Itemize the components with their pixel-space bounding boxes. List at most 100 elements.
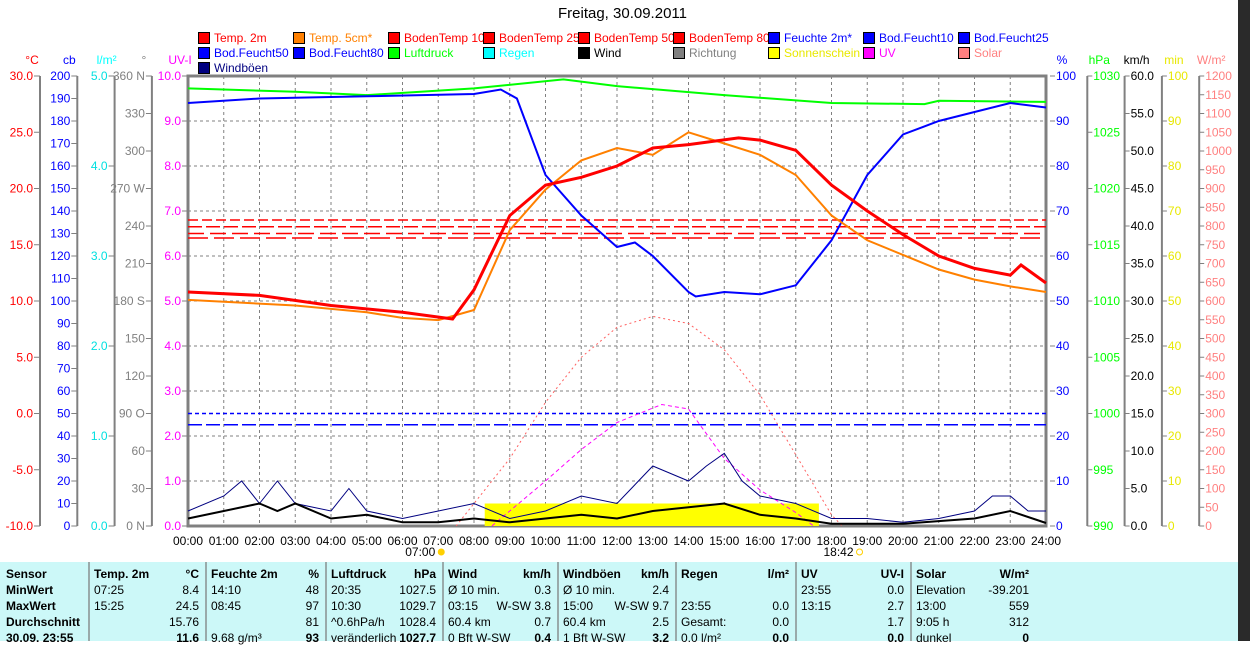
sunshine-bar [717,503,724,526]
table-cell: 0.0 [887,631,904,645]
table-cell: 24.5 [175,599,199,613]
table-header: Solar W/m² [916,567,1029,583]
axis-tick-label: 210 [125,257,145,271]
axis-tick-label: 70 [57,362,71,376]
axis-tick-label: 600 [1205,294,1225,308]
sunshine-bar [699,503,706,526]
sunshine-bar [532,503,539,526]
table-cell: 312 [1008,615,1029,629]
sunshine-bar [687,503,694,526]
table-cell: Luftdruck [331,567,387,581]
axis-tick-label: 1010 [1093,294,1120,308]
table-row: 13:00 559 [916,599,1029,615]
axis-tick-label: 35.0 [1131,257,1155,271]
sunshine-bar [770,503,778,526]
table-column: Temp. 2m °C 07:25 8.4 15:25 24.5 15.76 11.6 [88,562,207,645]
sunshine-bar [740,503,748,526]
axis-tick-label: 1.0 [91,429,108,443]
axis-tick-label: 150 [50,182,70,196]
sunshine-bar [681,503,688,526]
axis-tick-label: 100 [1205,482,1225,496]
axis-tick-label: 50 [1168,294,1182,308]
axis-tick-label: 10.0 [158,69,182,83]
sunshine-bar [615,503,623,526]
legend-item: Bod.Feucht50 [198,46,289,60]
table-row: dunkel 0 [916,631,1029,647]
axis-tick-label: 60 [1168,249,1182,263]
table-row: 60.4 km 0.7 [448,615,551,631]
legend-label: Temp. 5cm* [309,31,373,45]
table-cell: 0 [1022,631,1029,645]
sunshine-bar [484,503,492,526]
axis-unit: W/m² [1197,53,1226,67]
table-row: Gesamt: 0.0 [681,615,789,631]
table-header: Windböen km/h [563,567,669,583]
axis-tick-label: 6.0 [164,249,181,263]
table-cell: MaxWert [6,599,56,613]
table-row: 14:10 48 [211,583,319,599]
axis-tick-label: 360 N [113,69,145,83]
x-tick-label: 09:00 [495,534,525,548]
table-row: 08:45 97 [211,599,319,615]
series-line [187,502,1047,525]
axis-tick-label: 180 S [114,294,145,308]
table-cell: Durchschnitt [6,615,81,629]
x-tick-label: 14:00 [673,534,703,548]
axis-tick-label: 0 [1205,519,1212,533]
legend-item: UV [863,46,896,60]
sunshine-bar [675,503,682,526]
legend-label: BodenTemp 50 [594,31,675,45]
sunshine-bar [705,503,712,526]
legend-label: UV [879,46,896,60]
legend-swatch [863,32,875,44]
axis-tick-label: 8.0 [164,159,181,173]
legend-swatch [578,47,590,59]
axis-unit: ° [141,53,146,67]
table-header: Feuchte 2m% [211,567,319,583]
axis-tick-label: 20 [1056,429,1070,443]
table-row: 15:00 W-SW 9.7 [563,599,669,615]
axis-tick-label: 15.0 [1131,407,1155,421]
table-row: 15:25 24.5 [94,599,199,615]
table-cell: -39.201 [988,583,1029,597]
axis-tick-label: 160 [50,159,70,173]
series-line [187,78,1047,106]
table-row: 10:30 1029.7 [331,599,436,615]
sunshine-bar [568,503,575,526]
axis-tick-label: 1030 [1093,69,1120,83]
series-line [187,452,1046,523]
table-row: ^0.6hPa/h 1028.4 [331,615,436,631]
axis-tick-label: 1000 [1093,407,1120,421]
table-cell: °C [185,567,199,581]
table-cell: km/h [640,567,669,581]
axis-tick-label: 20.0 [1131,369,1155,383]
axis-tick-label: -10.0 [6,519,34,533]
legend-item: Wind [578,46,621,60]
axis-tick-label: 60 [57,384,71,398]
axis-tick-label: 1150 [1205,88,1231,102]
sunrise-marker [437,548,445,556]
table-cell: 11.6 [176,631,199,645]
series-line [187,136,1047,321]
legend-item: Sonnenschein [768,46,860,60]
table-cell: 60.4 km [563,615,606,629]
legend-item: Feuchte 2m* [768,31,852,45]
table-row: 03:15 W-SW 3.8 [448,599,551,615]
axis-tick-label: 90 [1056,114,1070,128]
table-cell: 15.76 [168,615,199,629]
table-column: UV UV-I 23:55 0.0 13:15 2.7 1.7 0.0 [795,562,912,645]
table-cell: 0.3 [534,583,551,597]
axis-tick-label: 120 [125,369,145,383]
table-cell: 93 [305,631,319,645]
table-cell: 60.4 km [448,615,491,629]
sunshine-bar [657,503,664,526]
table-cell: 1 Bft W-SW [563,631,626,645]
table-row: MinWert [6,583,82,599]
axis-tick-label: 5.0 [1131,482,1148,496]
legend-label: Feuchte 2m* [784,31,853,45]
axis-tick-label: 0 [1056,519,1063,533]
sunrise-label: 07:00 [405,545,435,559]
legend-item: Richtung [673,46,736,60]
x-tick-label: 19:00 [852,534,882,548]
table-cell: hPa [413,567,436,581]
